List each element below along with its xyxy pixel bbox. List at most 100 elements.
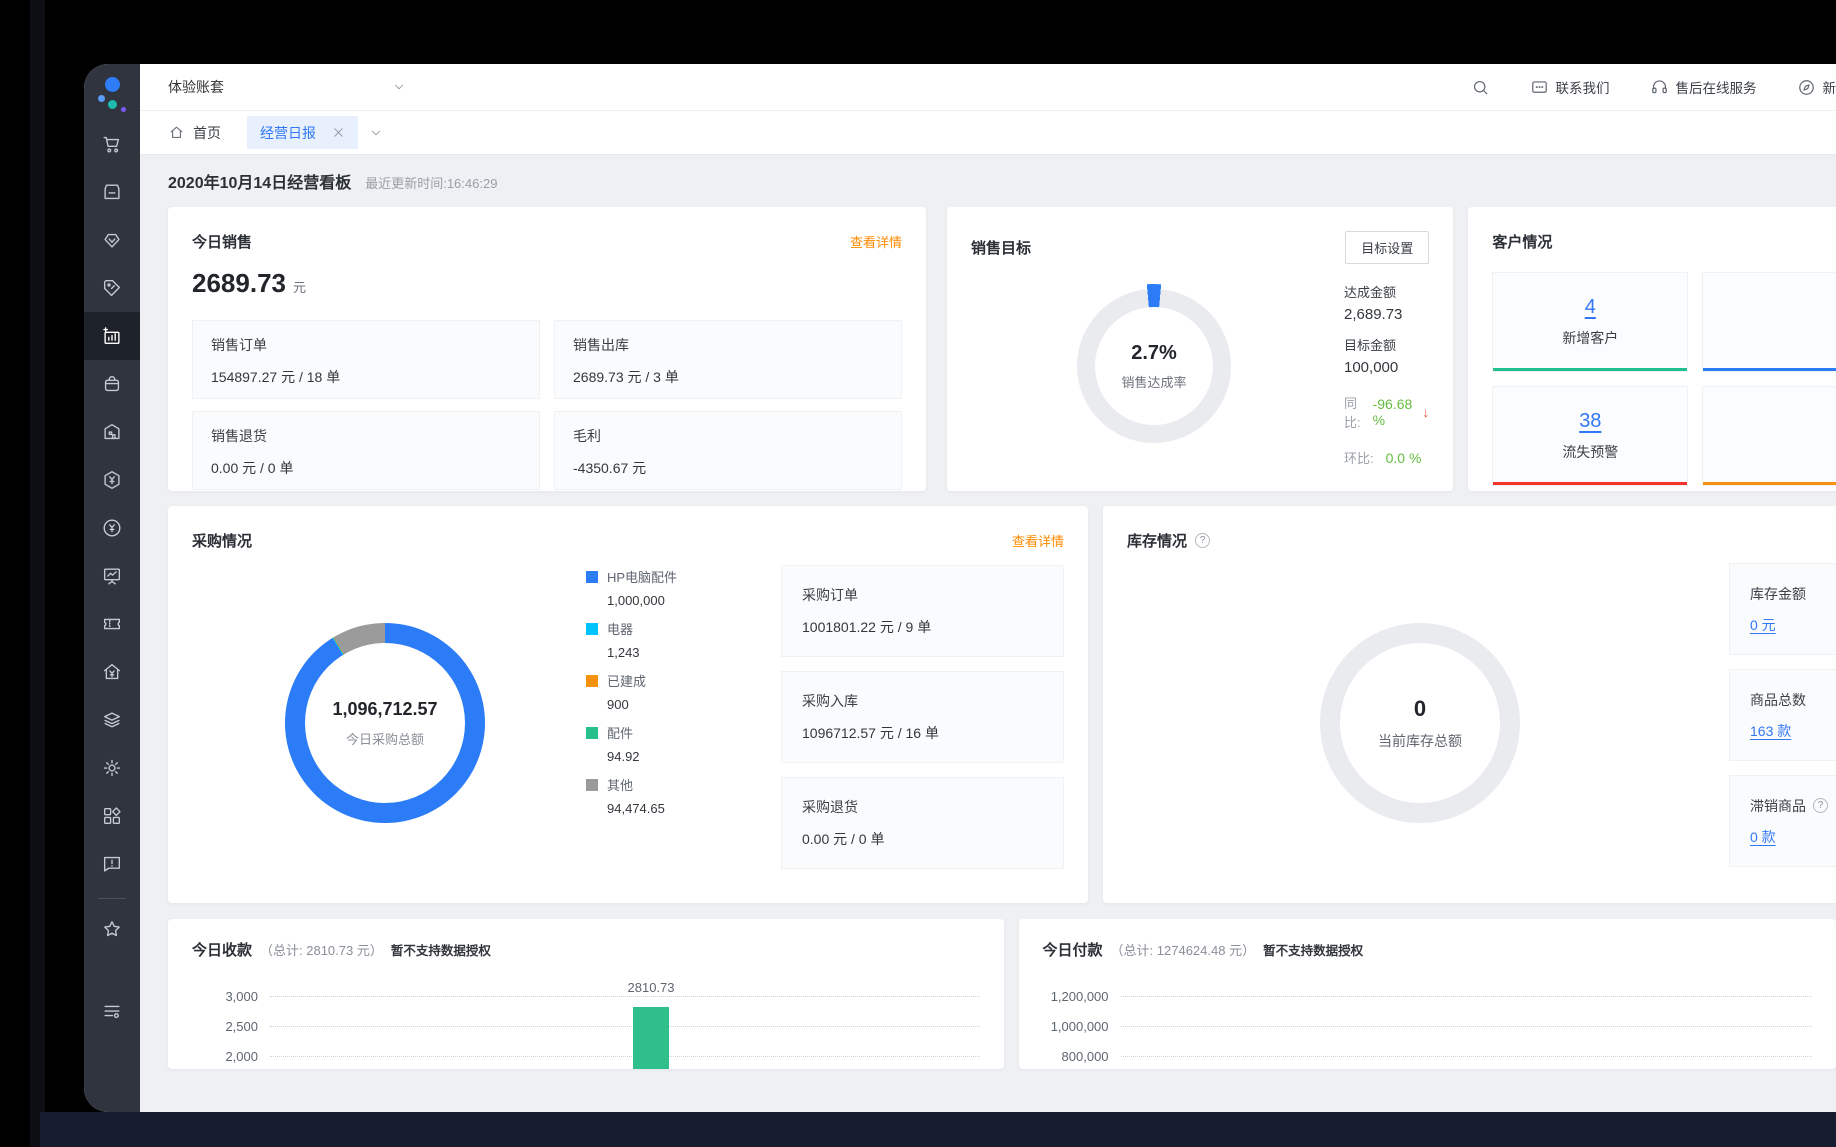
gridline: 2,000 xyxy=(192,1046,980,1066)
new-customers-box[interactable]: 4 新增客户 xyxy=(1492,272,1689,372)
accent-bar xyxy=(1493,482,1688,485)
star-icon xyxy=(104,921,120,937)
achieved-value: 2,689.73 xyxy=(1344,306,1403,323)
sales-outbound-box[interactable]: 销售出库 2689.73 元 / 3 单 xyxy=(554,320,902,399)
after-sales-service-label: 售后在线服务 xyxy=(1675,81,1757,96)
product-count-link[interactable]: 163 款 xyxy=(1750,722,1792,739)
close-icon[interactable] xyxy=(332,126,345,139)
slow-moving-link[interactable]: 0 款 xyxy=(1750,828,1776,845)
customer-box-clipped[interactable] xyxy=(1702,272,1836,372)
sidebar xyxy=(84,64,140,1112)
tab-home[interactable]: 首页 xyxy=(168,123,221,143)
sidebar-item-feedback[interactable] xyxy=(84,840,140,888)
gridline: 800,000 xyxy=(1043,1046,1812,1066)
sidebar-item-membership[interactable] xyxy=(84,216,140,264)
gridline: 3,000 xyxy=(192,986,980,1006)
tab-daily-report[interactable]: 经营日报 xyxy=(247,116,358,149)
purchase-return-box[interactable]: 采购退货 0.00 元 / 0 单 xyxy=(781,777,1064,869)
target-label: 目标金额 xyxy=(1344,338,1397,353)
sidebar-divider xyxy=(98,898,126,899)
sidebar-item-shop-finance[interactable] xyxy=(84,648,140,696)
account-name: 体验账套 xyxy=(168,79,224,95)
after-sales-service-button[interactable]: 售后在线服务 xyxy=(1650,77,1757,97)
last-updated: 最近更新时间:16:46:29 xyxy=(365,176,498,191)
purchase-detail-link[interactable]: 查看详情 xyxy=(1011,534,1064,549)
bar-value-label: 2810.73 xyxy=(627,980,675,995)
customer-box-clipped[interactable] xyxy=(1702,386,1836,486)
target-value: 100,000 xyxy=(1344,359,1399,376)
logo-dot xyxy=(98,95,105,102)
today-receipts-card: 今日收款 （总计: 2810.73 元） 暂不支持数据授权 3,000 2,50… xyxy=(168,919,1004,1069)
dashboard-content: 2020年10月14日经营看板 最近更新时间:16:46:29 今日销售 查看详… xyxy=(140,155,1836,1112)
purchase-total: 1,096,712.57 xyxy=(332,698,438,719)
churn-warning-box[interactable]: 38 流失预警 xyxy=(1492,386,1689,486)
sidebar-item-pricing[interactable] xyxy=(84,264,140,312)
sidebar-item-coupons[interactable] xyxy=(84,600,140,648)
purchase-card: 采购情况 查看详情 1,096,712.57 今日采购总额 HP电脑 xyxy=(168,506,1088,903)
sales-detail-link[interactable]: 查看详情 xyxy=(849,235,902,250)
gross-profit-box[interactable]: 毛利 -4350.67 元 xyxy=(554,411,902,490)
tabbar: 首页 经营日报 xyxy=(140,110,1836,155)
sidebar-item-cashier[interactable] xyxy=(84,504,140,552)
hexagon-yuan-icon xyxy=(104,471,120,489)
search-icon xyxy=(1473,80,1487,94)
inventory-amount-box[interactable]: 库存金额 0 元 xyxy=(1729,563,1836,655)
purchase-donut-chart: 1,096,712.57 今日采购总额 xyxy=(285,623,485,823)
product-count-box[interactable]: 商品总数 163 款 xyxy=(1729,669,1836,761)
today-payments-card: 今日付款 （总计: 1274624.48 元） 暂不支持数据授权 1,200,0… xyxy=(1018,919,1836,1069)
logo-dot xyxy=(121,107,126,112)
sales-return-box[interactable]: 销售退货 0.00 元 / 0 单 xyxy=(192,411,540,490)
sidebar-item-reports[interactable] xyxy=(84,552,140,600)
help-icon[interactable]: ? xyxy=(1813,798,1828,813)
account-switcher[interactable]: 体验账套 xyxy=(168,77,406,97)
tab-list-dropdown[interactable] xyxy=(369,126,383,140)
app-window: 体验账套 联系我们 售后在线服务 新 xyxy=(84,64,1836,1112)
purchase-inbound-box[interactable]: 采购入库 1096712.57 元 / 16 单 xyxy=(781,671,1064,763)
more-button[interactable]: 新 xyxy=(1797,77,1836,97)
chevron-down-icon xyxy=(395,84,403,90)
card-title: 今日付款 xyxy=(1042,942,1103,959)
app-logo-icon[interactable] xyxy=(94,74,130,114)
tab-daily-report-label: 经营日报 xyxy=(260,124,316,141)
receipts-note: 暂不支持数据授权 xyxy=(390,944,491,958)
page-head: 2020年10月14日经营看板 最近更新时间:16:46:29 xyxy=(168,169,1836,193)
gridline: 1,200,000 xyxy=(1043,986,1812,1006)
target-setting-button[interactable]: 目标设置 xyxy=(1345,231,1430,264)
coin-yuan-icon xyxy=(103,519,121,537)
apps-grid-icon xyxy=(103,807,121,825)
receipts-total: （总计: 2810.73 元） xyxy=(260,943,383,958)
store-icon xyxy=(104,184,120,200)
yoy-row: 同比: -96.68 % ↓ xyxy=(1344,396,1430,430)
sidebar-item-menu-settings[interactable] xyxy=(84,987,140,1035)
topbar-actions: 联系我们 售后在线服务 新 xyxy=(1471,77,1836,97)
logo-dot xyxy=(105,77,120,92)
card-title: 客户情况 xyxy=(1492,234,1553,251)
legend-swatch xyxy=(586,726,598,739)
help-icon[interactable]: ? xyxy=(1195,533,1211,548)
sidebar-item-dashboard[interactable] xyxy=(84,312,140,360)
purchase-order-box[interactable]: 采购订单 1001801.22 元 / 9 单 xyxy=(781,565,1064,657)
sidebar-item-favorites[interactable] xyxy=(84,905,140,953)
sidebar-item-store[interactable] xyxy=(84,168,140,216)
sidebar-item-purchase[interactable] xyxy=(84,360,140,408)
inventory-amount-link[interactable]: 0 元 xyxy=(1750,616,1776,633)
inventory-total-label: 当前库存总额 xyxy=(1378,732,1462,749)
sidebar-item-warehouse[interactable] xyxy=(84,408,140,456)
sidebar-item-apps[interactable] xyxy=(84,792,140,840)
card-title: 今日销售 xyxy=(192,234,253,251)
gridline: 1,000,000 xyxy=(1043,1016,1812,1036)
inventory-stats: 库存金额 0 元 商品总数 163 款 滞销商品? 0 款 xyxy=(1729,563,1836,867)
purchase-legend: HP电脑配件 1,000,000 电器 1,243 已建成 900 xyxy=(586,567,758,869)
slow-moving-box[interactable]: 滞销商品? 0 款 xyxy=(1729,775,1836,867)
sales-order-box[interactable]: 销售订单 154897.27 元 / 18 单 xyxy=(192,320,540,399)
chevron-down-icon xyxy=(372,130,380,135)
receipts-bar[interactable] xyxy=(633,1007,669,1069)
sidebar-item-finance[interactable] xyxy=(84,456,140,504)
search-button[interactable] xyxy=(1471,78,1490,97)
sidebar-item-sales[interactable] xyxy=(84,120,140,168)
more-label: 新 xyxy=(1822,81,1836,96)
sidebar-item-settings[interactable] xyxy=(84,744,140,792)
contact-us-button[interactable]: 联系我们 xyxy=(1530,77,1610,97)
main-area: 体验账套 联系我们 售后在线服务 新 xyxy=(140,64,1836,1112)
sidebar-item-layers[interactable] xyxy=(84,696,140,744)
